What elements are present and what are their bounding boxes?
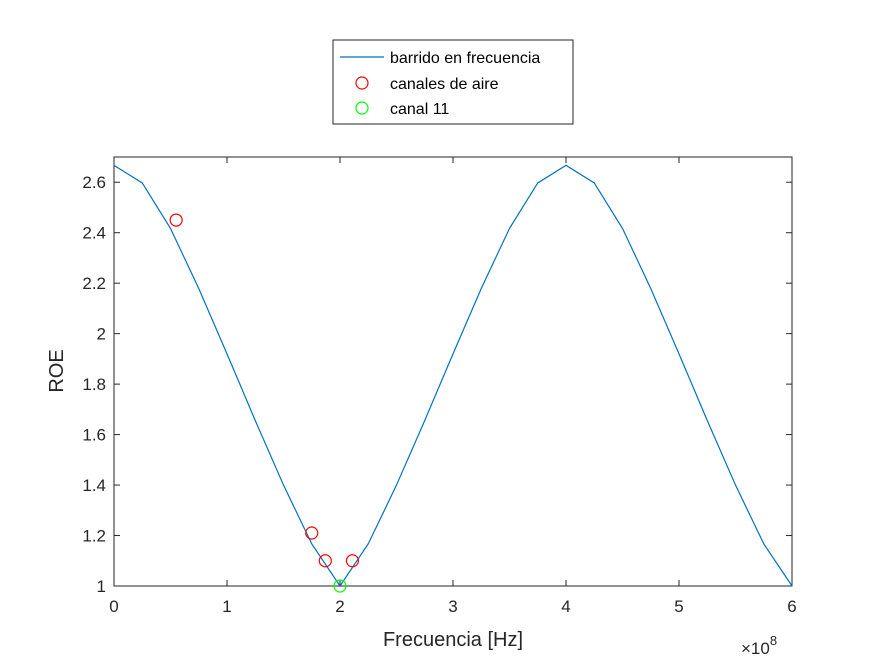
x-tick-label: 4 bbox=[561, 597, 570, 616]
series-line-frequency-sweep bbox=[113, 164, 793, 588]
y-axis-ticks: 1 1.2 1.4 1.6 1.8 2 2.2 2.4 2.6 bbox=[82, 173, 792, 596]
y-tick-label: 2.2 bbox=[82, 274, 106, 293]
y-tick-label: 2.4 bbox=[82, 224, 106, 243]
legend-marker-channel-11 bbox=[355, 101, 369, 115]
legend-label-air-channels: canales de aire bbox=[390, 76, 499, 93]
x-axis-multiplier-base: ×10 bbox=[741, 639, 770, 656]
legend: barrido en frecuencia canales de aire ca… bbox=[332, 39, 574, 125]
plot-area bbox=[113, 156, 793, 587]
air-channel-point bbox=[345, 554, 360, 568]
legend-label-channel-11: canal 11 bbox=[390, 101, 449, 118]
channel-11-point bbox=[333, 579, 347, 593]
x-tick-label: 6 bbox=[787, 597, 796, 616]
x-tick-label: 1 bbox=[222, 597, 231, 616]
y-tick-label: 1.4 bbox=[82, 476, 106, 495]
y-tick-label: 2.6 bbox=[82, 173, 106, 192]
legend-marker-air-channels bbox=[355, 76, 369, 90]
y-tick-label: 1.8 bbox=[82, 375, 106, 394]
x-tick-label: 0 bbox=[109, 597, 118, 616]
y-tick-label: 1 bbox=[97, 577, 106, 596]
x-tick-label: 2 bbox=[335, 597, 344, 616]
air-channel-point bbox=[169, 213, 183, 227]
x-axis-multiplier: ×108 bbox=[741, 633, 777, 656]
x-axis-multiplier-exponent: 8 bbox=[770, 633, 777, 648]
series-layer bbox=[113, 164, 793, 593]
x-axis-ticks: 0 1 2 3 4 5 6 bbox=[109, 157, 797, 616]
legend-label-sweep: barrido en frecuencia bbox=[390, 50, 540, 67]
y-tick-label: 1.2 bbox=[82, 527, 106, 546]
x-tick-label: 5 bbox=[674, 597, 683, 616]
legend-box bbox=[332, 39, 574, 125]
y-tick-label: 2 bbox=[97, 325, 106, 344]
x-tick-label: 3 bbox=[448, 597, 457, 616]
air-channel-point bbox=[318, 554, 332, 568]
air-channel-point bbox=[305, 526, 319, 540]
x-axis-label: Frecuencia [Hz] bbox=[383, 629, 523, 651]
y-tick-label: 1.6 bbox=[82, 426, 106, 445]
y-axis-label: ROE bbox=[46, 349, 68, 392]
